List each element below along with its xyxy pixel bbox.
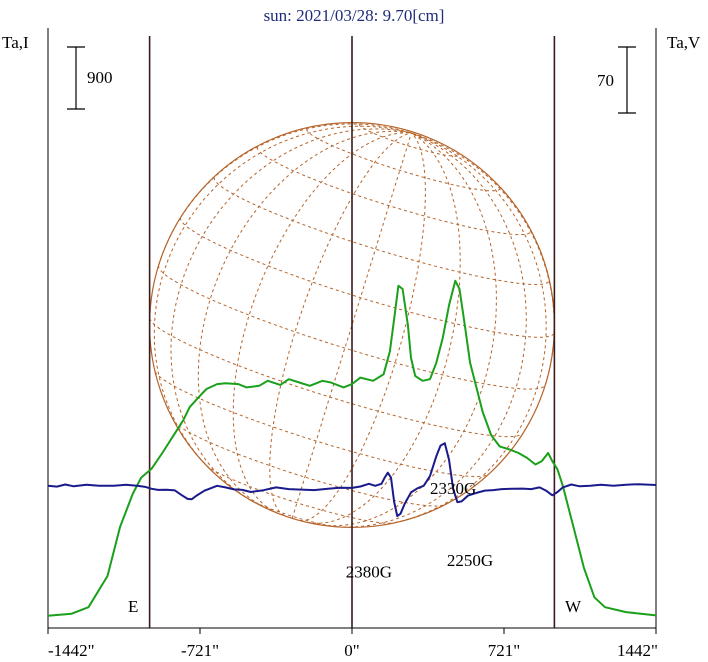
- west-limb-label: W: [565, 597, 582, 616]
- longitude-line: [232, 132, 412, 514]
- longitude-line: [337, 132, 527, 528]
- solar-disk-grid: [149, 122, 555, 528]
- longitude-line: [269, 132, 412, 517]
- longitude-line: [197, 130, 412, 508]
- latitude-line: [157, 265, 546, 390]
- annotation-label: 2330G: [430, 479, 476, 498]
- x-axis-ticks: -1442" -721" 0" 721" 1442": [47, 628, 658, 660]
- east-limb-label: E: [128, 597, 138, 616]
- left-axis-label: Ta,I: [2, 33, 29, 52]
- intensity-series-line: [47, 279, 657, 617]
- longitude-line: [382, 132, 547, 526]
- x-tick-label: 1442": [617, 641, 658, 660]
- longitude-line: [170, 128, 412, 501]
- chart-title: sun: 2021/03/28: 9.70[cm]: [264, 6, 445, 25]
- polarization-series-line: [47, 442, 657, 518]
- latitude-line: [213, 177, 550, 286]
- longitude-line: [300, 132, 426, 522]
- right-scale-bar-label: 70: [597, 71, 614, 90]
- longitude-line: [321, 132, 497, 527]
- longitude-line: [153, 125, 412, 473]
- latitude-line: [173, 421, 445, 507]
- x-tick-label: 0": [344, 641, 359, 660]
- plot-frame: [47, 28, 657, 629]
- latitude-line: [256, 146, 532, 236]
- text-layer: sun: 2021/03/28: 9.70[cm] Ta,I Ta,V 900 …: [2, 6, 701, 616]
- latitude-line: [306, 128, 501, 192]
- x-tick-label: -1442": [48, 641, 95, 660]
- latitude-line: [248, 498, 339, 528]
- latitude-line: [205, 464, 394, 524]
- series-layer: [47, 279, 657, 617]
- longitude-line: [307, 132, 461, 524]
- latitude-line: [358, 124, 460, 157]
- x-tick-label: 721": [488, 641, 520, 660]
- longitude-line: [158, 123, 412, 266]
- annotation-label: 2250G: [447, 551, 493, 570]
- longitude-line: [291, 132, 412, 519]
- annotation-label: 2380G: [346, 563, 392, 582]
- longitude-line: [411, 132, 555, 385]
- left-scale-bar-label: 900: [87, 68, 113, 87]
- x-tick-label: -721": [181, 641, 219, 660]
- annotations: 2330G 2380G 2250G: [346, 479, 493, 582]
- latitude-line: [179, 217, 555, 338]
- right-axis-label: Ta,V: [667, 33, 701, 52]
